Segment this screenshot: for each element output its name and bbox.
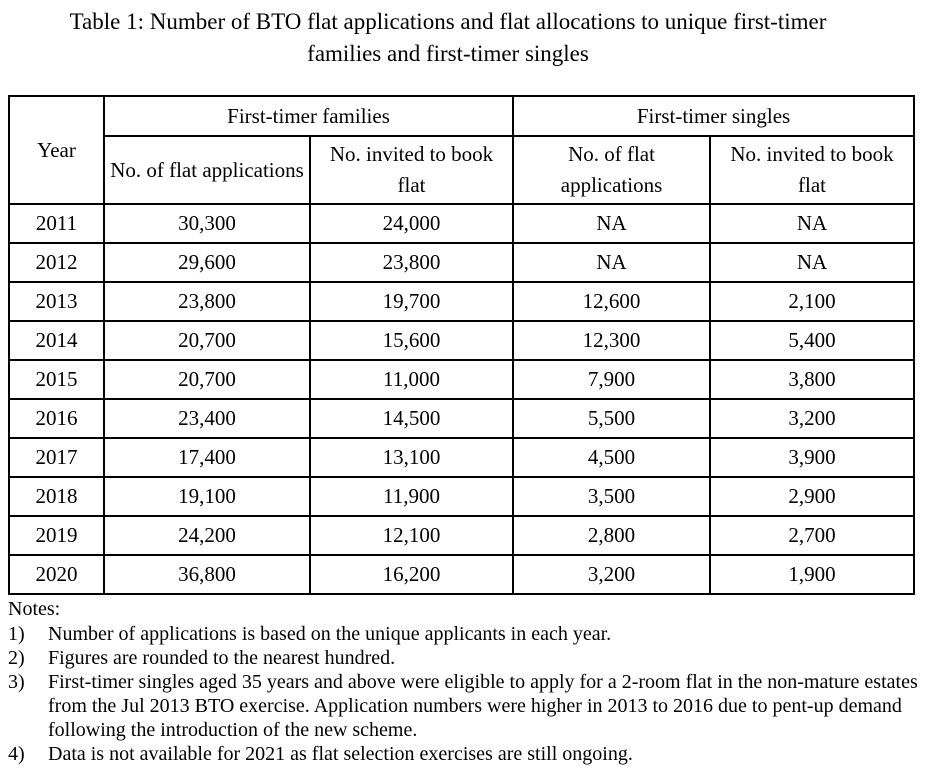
value-cell: 3,800 <box>709 359 916 400</box>
table-title: Table 1: Number of BTO flat applications… <box>8 6 888 70</box>
year-cell: 2016 <box>8 398 105 439</box>
value-cell: 3,500 <box>512 476 712 517</box>
year-cell: 2014 <box>8 320 105 361</box>
value-cell: 2,800 <box>512 515 712 556</box>
value-cell: 17,400 <box>103 437 311 478</box>
value-cell: 11,000 <box>308 359 515 400</box>
value-cell: 16,200 <box>308 554 515 595</box>
value-cell: 19,100 <box>103 476 311 517</box>
note-item: 4) Data is not available for 2021 as flat… <box>8 742 938 766</box>
note-text: First-timer singles aged 35 years and ab… <box>48 671 918 741</box>
note-text: Figures are rounded to the nearest hundr… <box>48 647 396 669</box>
value-cell: NA <box>512 203 712 244</box>
bto-applications-table: Year First-timer families First-timer si… <box>8 95 916 595</box>
value-cell: 5,400 <box>709 320 916 361</box>
year-cell: 2017 <box>8 437 105 478</box>
year-cell: 2011 <box>8 203 105 244</box>
table-row: 2016 23,400 14,500 5,500 3,200 <box>8 398 916 439</box>
value-cell: 20,700 <box>103 359 311 400</box>
table-row: 2011 30,300 24,000 NA NA <box>8 203 916 244</box>
group-header-row: Year First-timer families First-timer si… <box>8 95 916 205</box>
table-row: 2018 19,100 11,900 3,500 2,900 <box>8 476 916 517</box>
title-line-2: families and first-timer singles <box>307 41 589 66</box>
notes-heading: Notes: <box>8 598 61 620</box>
note-marker: 1) <box>8 623 25 645</box>
value-cell: 30,300 <box>103 203 311 244</box>
note-text: Data is not available for 2021 as flat s… <box>48 743 633 765</box>
note-item: 3) First-timer singles aged 35 years and … <box>8 670 938 742</box>
value-cell: 14,500 <box>308 398 515 439</box>
group-header-first-timer-singles: First-timer singles <box>512 95 916 137</box>
note-text: Number of applications is based on the u… <box>48 623 612 645</box>
note-marker: 4) <box>8 743 25 765</box>
value-cell: 12,300 <box>512 320 712 361</box>
value-cell: 15,600 <box>308 320 515 361</box>
table-row: 2015 20,700 11,000 7,900 3,800 <box>8 359 916 400</box>
value-cell: 13,100 <box>308 437 515 478</box>
value-cell: 2,900 <box>709 476 916 517</box>
value-cell: 19,700 <box>308 281 515 322</box>
value-cell: 36,800 <box>103 554 311 595</box>
col-header-families-invited: No. invited to book flat <box>308 135 515 205</box>
group-header-first-timer-families: First-timer families <box>102 95 515 137</box>
year-cell: 2013 <box>8 281 105 322</box>
value-cell: 20,700 <box>103 320 311 361</box>
value-cell: 1,900 <box>709 554 916 595</box>
year-cell: 2019 <box>8 515 105 556</box>
value-cell: 23,800 <box>308 242 515 283</box>
table-row: 2012 29,600 23,800 NA NA <box>8 242 916 283</box>
value-cell: 23,400 <box>103 398 311 439</box>
value-cell: 5,500 <box>512 398 712 439</box>
value-cell: 7,900 <box>512 359 712 400</box>
table-body: 2011 30,300 24,000 NA NA 2012 29,600 23,800 NA NA… <box>8 203 916 595</box>
year-cell: 2020 <box>8 554 105 595</box>
value-cell: 23,800 <box>103 281 311 322</box>
year-column-header: Year <box>8 95 105 205</box>
col-header-singles-invited: No. invited to book flat <box>709 135 916 205</box>
col-header-families-applications: No. of flat applications <box>103 135 311 205</box>
value-cell: 12,100 <box>308 515 515 556</box>
value-cell: 11,900 <box>308 476 515 517</box>
year-cell: 2012 <box>8 242 105 283</box>
value-cell: 3,900 <box>709 437 916 478</box>
table-row: 2017 17,400 13,100 4,500 3,900 <box>8 437 916 478</box>
year-cell: 2018 <box>8 476 105 517</box>
value-cell: NA <box>512 242 712 283</box>
table-row: 2019 24,200 12,100 2,800 2,700 <box>8 515 916 556</box>
value-cell: 4,500 <box>512 437 712 478</box>
value-cell: 12,600 <box>512 281 712 322</box>
note-marker: 3) <box>8 671 25 693</box>
value-cell: 29,600 <box>103 242 311 283</box>
col-header-singles-applications: No. of flat applications <box>512 135 712 205</box>
note-item: 1) Number of applications is based on the… <box>8 622 938 646</box>
value-cell: 2,700 <box>709 515 916 556</box>
title-line-1: Table 1: Number of BTO flat applications… <box>69 9 827 34</box>
table-row: 2013 23,800 19,700 12,600 2,100 <box>8 281 916 322</box>
value-cell: 3,200 <box>512 554 712 595</box>
year-cell: 2015 <box>8 359 105 400</box>
notes-section: Notes: 1) Number of applications is based… <box>8 597 938 766</box>
value-cell: 3,200 <box>709 398 916 439</box>
value-cell: NA <box>709 242 916 283</box>
value-cell: 24,000 <box>308 203 515 244</box>
value-cell: 2,100 <box>709 281 916 322</box>
note-item: 2) Figures are rounded to the nearest hun… <box>8 646 938 670</box>
sub-header-row: No. of flat applications No. invited to … <box>9 135 916 205</box>
table-row: 2020 36,800 16,200 3,200 1,900 <box>8 554 916 595</box>
note-marker: 2) <box>8 647 25 669</box>
table-row: 2014 20,700 15,600 12,300 5,400 <box>8 320 916 361</box>
value-cell: 24,200 <box>103 515 311 556</box>
notes-list: 1) Number of applications is based on the… <box>8 622 938 766</box>
value-cell: NA <box>709 203 916 244</box>
